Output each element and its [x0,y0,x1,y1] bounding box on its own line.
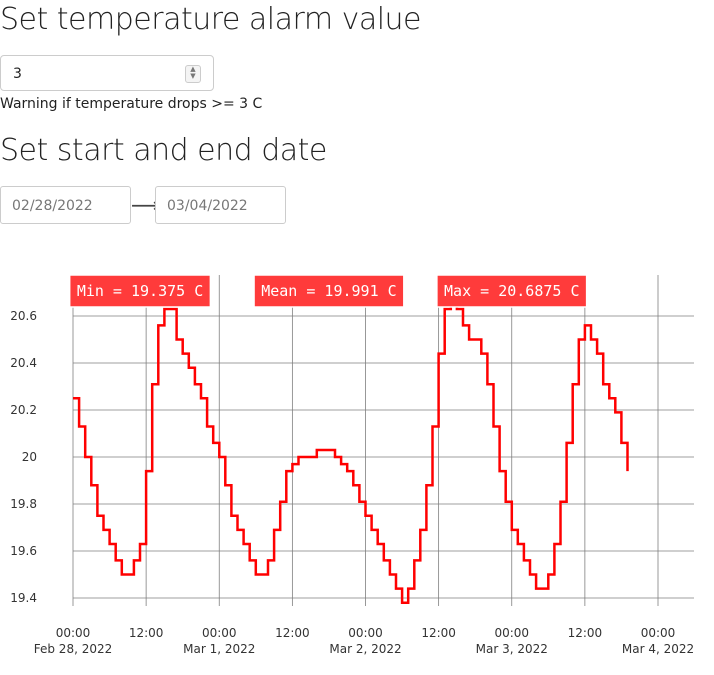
alarm-warning-text: Warning if temperature drops >= 3 C [0,96,263,112]
x-tick-label-date: Mar 4, 2022 [622,642,694,656]
alarm-title: Set temperature alarm value [0,2,422,37]
stat-annotation-box [436,274,588,308]
alarm-value-input-wrapper[interactable]: ▲▼ [0,55,214,91]
x-tick-label-date: Mar 1, 2022 [183,642,255,656]
start-date-value: 02/28/2022 [12,198,93,214]
start-date-input[interactable]: 02/28/2022 [0,186,131,224]
x-tick-label-date: Mar 2, 2022 [329,642,401,656]
date-range-title: Set start and end date [0,133,327,168]
stat-annotation: Min = 19.375 C [68,274,212,308]
x-tick-label-time: 12:00 [421,626,456,640]
x-tick-label-time: 00:00 [641,626,676,640]
stat-annotation: Mean = 19.991 C [253,274,405,308]
temperature-series-line [73,293,629,604]
x-tick-label-time: 12:00 [275,626,310,640]
stat-annotation-label: Min = 19.375 C [77,282,203,300]
x-tick-label-time: 00:00 [56,626,91,640]
y-tick-label: 19.6 [10,544,37,558]
arrow-right-icon: ⟶ [131,193,160,217]
stat-annotations: Min = 19.375 C Mean = 19.991 C Max = 20.68… [68,274,588,308]
temperature-chart: 19.4 19.6 19.8 20 20.2 20.4 20.6 00:00 Feb 28, 2… [10,274,694,656]
x-tick-label-date: Mar 3, 2022 [476,642,548,656]
stepper-icon[interactable]: ▲ ▼ [185,65,201,83]
stat-annotation-label: Max = 20.6875 C [444,282,579,300]
x-tick-label-date: Feb 28, 2022 [34,642,113,656]
end-date-input[interactable]: 03/04/2022 [155,186,286,224]
x-tick-label-time: 00:00 [202,626,237,640]
stat-annotation-box [68,274,212,308]
alarm-value-input[interactable] [11,65,175,83]
y-tick-label: 19.4 [10,591,37,605]
x-tick-label-time: 00:00 [494,626,529,640]
x-tick-label-time: 12:00 [129,626,164,640]
stat-annotation: Max = 20.6875 C [436,274,588,308]
y-tick-label: 20.6 [10,309,37,323]
x-tick-label-time: 00:00 [348,626,383,640]
end-date-value: 03/04/2022 [167,198,248,214]
y-tick-label: 20.4 [10,356,37,370]
y-tick-label: 20 [22,450,37,464]
stat-annotation-label: Mean = 19.991 C [261,282,396,300]
x-tick-label-time: 12:00 [568,626,603,640]
y-tick-label: 19.8 [10,497,37,511]
y-tick-label: 20.2 [10,403,37,417]
stat-annotation-box [253,274,405,308]
axes: 19.4 19.6 19.8 20 20.2 20.4 20.6 00:00 Feb 28, 2… [10,309,694,656]
